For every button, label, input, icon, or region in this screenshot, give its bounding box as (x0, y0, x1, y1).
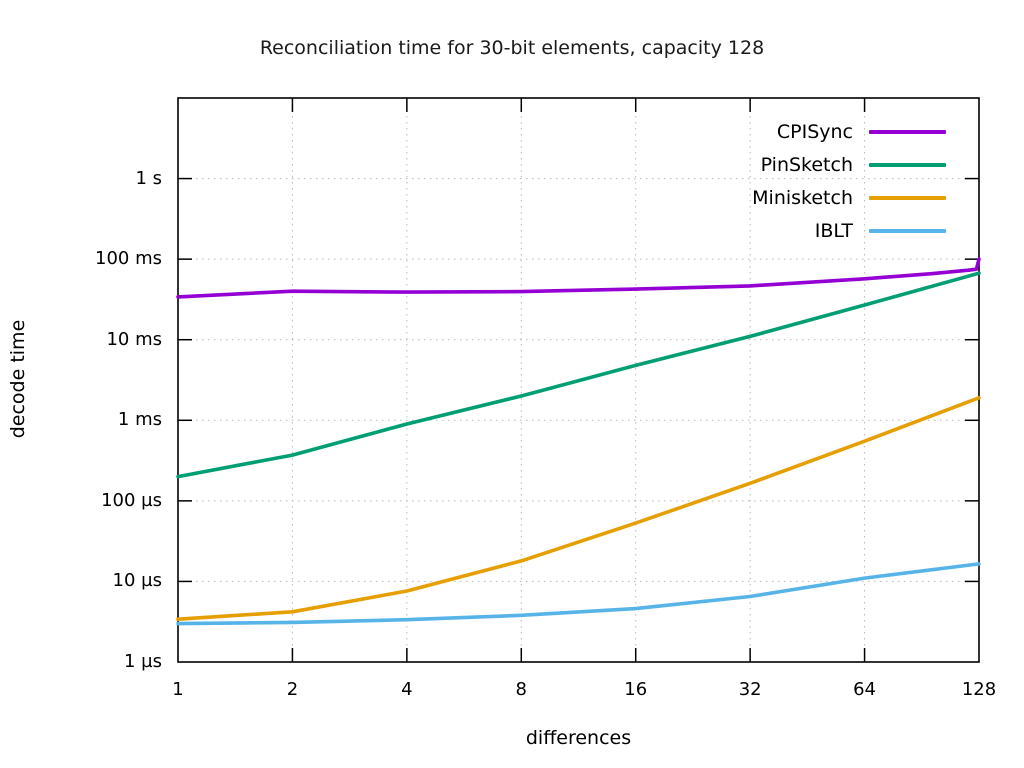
y-tick-label: 1 ms (117, 409, 162, 431)
y-tick-label: 10 µs (112, 570, 162, 592)
legend-swatch-cpisync (869, 130, 946, 134)
x-tick-label: 4 (401, 679, 413, 700)
y-axis-title: decode time (7, 319, 29, 439)
legend-label-iblt: IBLT (814, 220, 853, 242)
x-tick-label: 64 (853, 679, 877, 700)
legend-label-pinsketch: PinSketch (760, 154, 853, 176)
x-tick-label: 128 (961, 679, 997, 700)
y-tick-label: 100 µs (101, 489, 162, 511)
legend-swatch-pinsketch (869, 163, 946, 167)
chart-title: Reconciliation time for 30-bit elements,… (259, 37, 765, 59)
x-tick-label: 1 (172, 679, 184, 700)
x-tick-label: 16 (624, 679, 648, 700)
series-line-minisketch (176, 395, 981, 622)
series-line-cpisync (176, 257, 981, 299)
series-line-iblt (176, 562, 981, 626)
y-tick-label: 1 s (135, 167, 162, 189)
y-tick-label: 1 µs (123, 651, 162, 672)
x-tick-label: 8 (515, 679, 527, 700)
plot-border (177, 97, 980, 663)
y-tick-label: 100 ms (95, 248, 162, 270)
legend-swatch-minisketch (869, 196, 946, 200)
y-tick-label: 10 ms (106, 328, 162, 350)
legend-swatch-iblt (869, 229, 946, 233)
series-line-pinsketch (176, 271, 981, 479)
legend-label-cpisync: CPISync (776, 121, 853, 143)
legend-label-minisketch: Minisketch (752, 187, 853, 209)
x-tick-label: 2 (286, 679, 299, 700)
x-axis-title: differences (525, 727, 632, 749)
x-tick-label: 32 (738, 679, 762, 700)
